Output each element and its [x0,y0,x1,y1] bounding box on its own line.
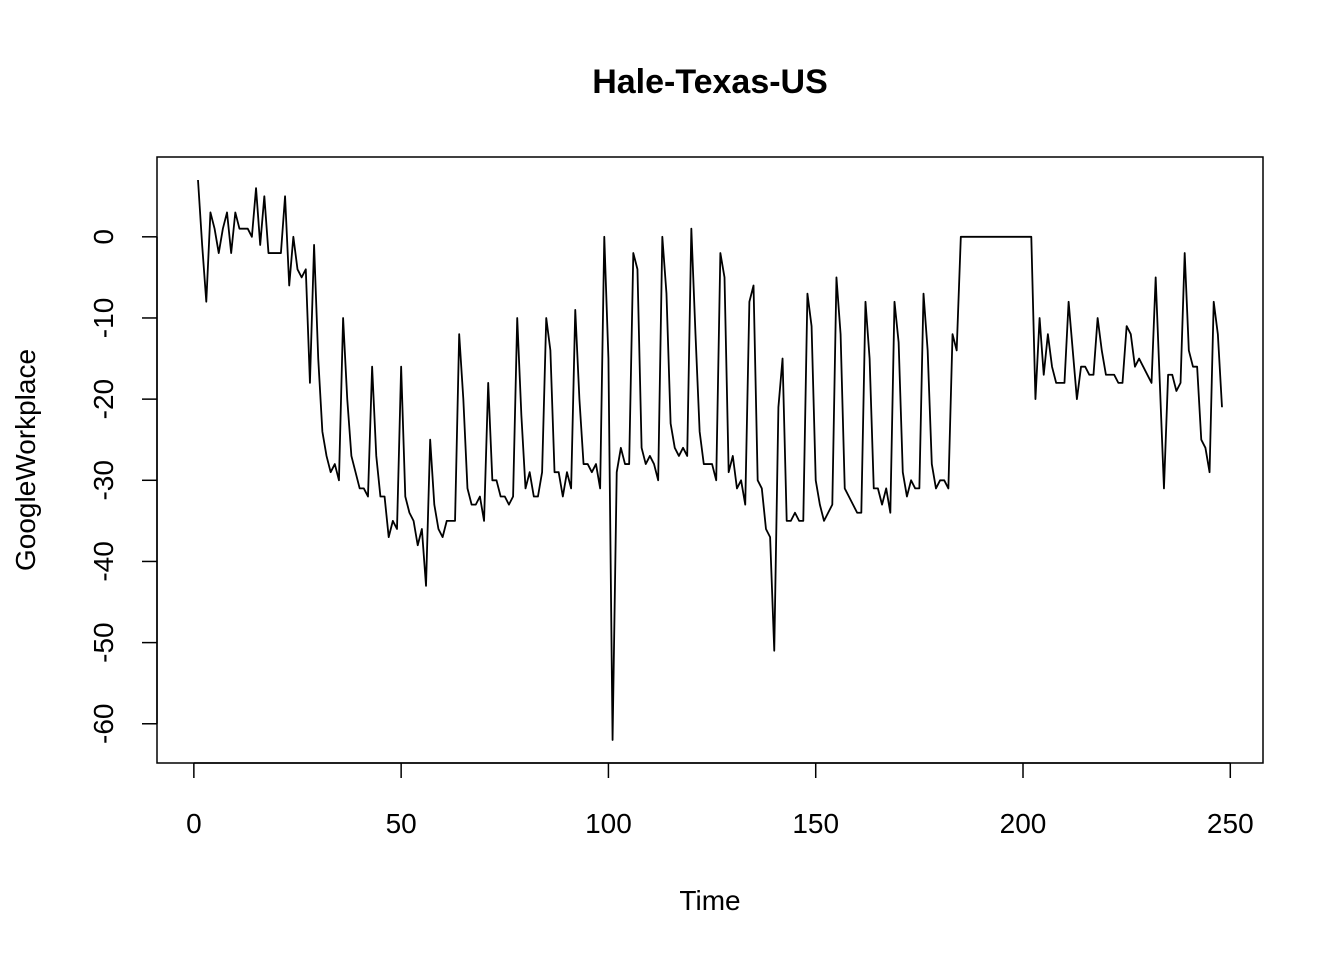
series-line [197,179,1223,741]
y-tick-label: 0 [88,229,119,245]
y-tick-label: -10 [88,298,119,338]
x-tick-label: 100 [585,808,632,839]
y-axis: -60 -50 -40 -30 -20 -10 0 [88,229,158,744]
y-tick-label: -50 [88,622,119,662]
y-tick-label: -60 [88,704,119,744]
chart-title: Hale-Texas-US [592,63,828,101]
series-layer [197,179,1223,741]
x-axis-title: Time [679,885,740,916]
x-tick-label: 0 [186,808,202,839]
plot-frame [156,156,1264,764]
x-tick-label: 150 [792,808,839,839]
y-axis-title: GoogleWorkplace [10,349,41,571]
y-tick-label: -30 [88,460,119,500]
x-tick-label: 50 [386,808,417,839]
x-tick-label: 200 [1000,808,1047,839]
y-tick-label: -40 [88,541,119,581]
y-tick-label: -20 [88,379,119,419]
x-axis: 0 50 100 150 200 250 [186,762,1254,839]
x-tick-label: 250 [1207,808,1254,839]
